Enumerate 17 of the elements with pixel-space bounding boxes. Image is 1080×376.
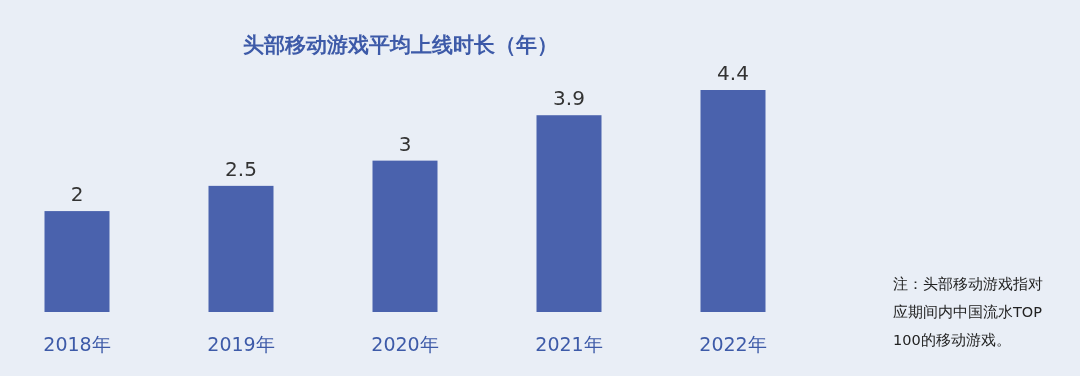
x-tick-label: 2019年 bbox=[207, 333, 275, 355]
data-label: 2 bbox=[70, 182, 84, 207]
bar bbox=[536, 115, 602, 312]
data-label: 3.9 bbox=[553, 86, 585, 111]
data-label: 2.5 bbox=[225, 156, 257, 181]
bar bbox=[372, 160, 438, 312]
x-tick-label: 2020年 bbox=[371, 333, 439, 355]
x-tick-label: 2018年 bbox=[43, 333, 111, 355]
bar bbox=[208, 185, 274, 312]
data-label: 3 bbox=[398, 131, 412, 156]
text: 注：头部移动游戏指对应期间内中国流水TOP100的移动游戏。 bbox=[893, 275, 1043, 350]
bar bbox=[700, 90, 766, 312]
chart-title: 头部移动游戏平均上线时长（年） bbox=[242, 33, 558, 57]
x-tick-label: 2021年 bbox=[535, 333, 603, 355]
data-label: 4.4 bbox=[717, 61, 749, 85]
bar bbox=[44, 211, 110, 312]
x-tick-label: 2022年 bbox=[699, 333, 767, 355]
